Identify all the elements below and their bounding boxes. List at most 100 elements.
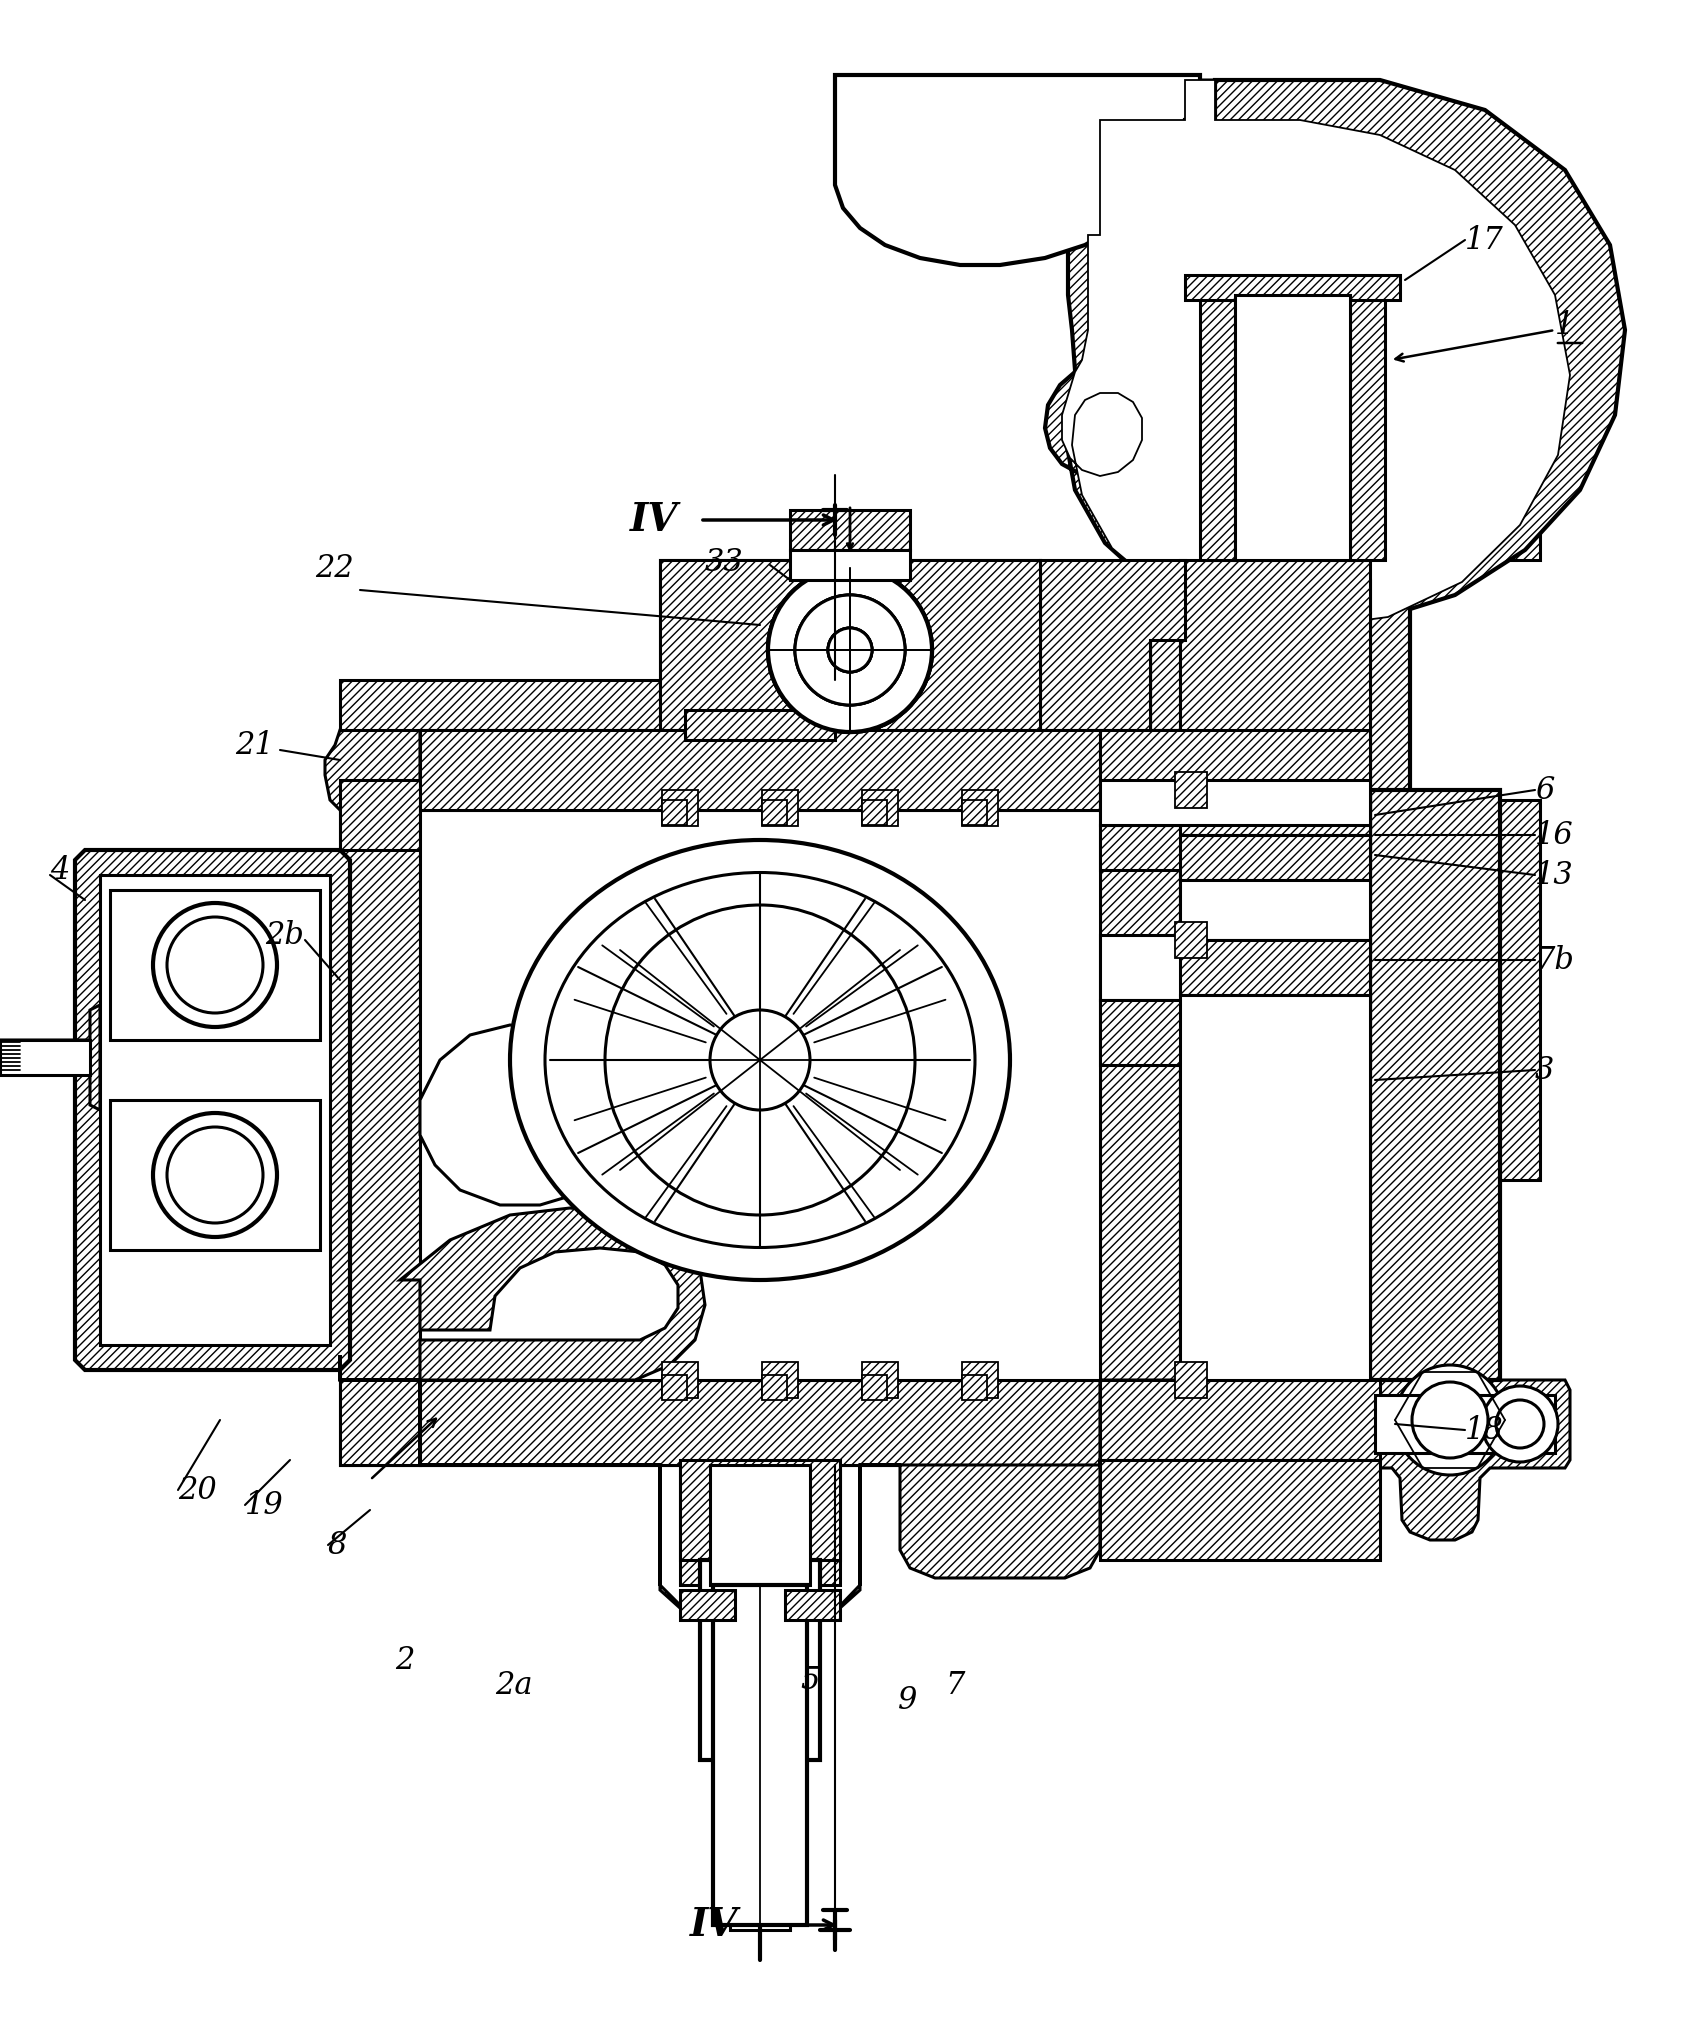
Polygon shape — [662, 1376, 686, 1400]
Polygon shape — [101, 875, 329, 1345]
Polygon shape — [1099, 729, 1180, 1465]
Polygon shape — [340, 1380, 1180, 1465]
Polygon shape — [1099, 1380, 1379, 1461]
Text: 9: 9 — [898, 1684, 917, 1716]
Polygon shape — [700, 1560, 819, 1761]
Polygon shape — [731, 1761, 790, 1931]
Polygon shape — [1376, 1396, 1555, 1453]
Polygon shape — [0, 1039, 90, 1076]
Text: 1: 1 — [1555, 310, 1574, 340]
Polygon shape — [420, 810, 1099, 1380]
Ellipse shape — [545, 873, 975, 1248]
Polygon shape — [662, 1361, 698, 1398]
Text: 17: 17 — [1465, 225, 1504, 255]
Circle shape — [167, 918, 263, 1013]
Circle shape — [768, 567, 932, 731]
Circle shape — [1495, 1400, 1545, 1449]
Polygon shape — [679, 1590, 736, 1621]
Polygon shape — [1371, 790, 1500, 1380]
Polygon shape — [862, 790, 898, 827]
Polygon shape — [835, 75, 1200, 265]
Polygon shape — [420, 1025, 625, 1205]
Polygon shape — [324, 729, 420, 810]
Circle shape — [768, 567, 932, 731]
Polygon shape — [1099, 825, 1371, 869]
Polygon shape — [1180, 559, 1371, 790]
Text: IV: IV — [690, 1906, 737, 1945]
Polygon shape — [679, 1465, 840, 1584]
Polygon shape — [1384, 800, 1540, 1179]
Polygon shape — [1174, 772, 1207, 808]
Polygon shape — [1099, 729, 1371, 810]
Polygon shape — [862, 1376, 888, 1400]
Polygon shape — [1152, 138, 1459, 448]
Text: 2a: 2a — [495, 1669, 533, 1700]
Polygon shape — [785, 1590, 840, 1621]
Text: 16: 16 — [1535, 819, 1574, 851]
Circle shape — [154, 1112, 277, 1238]
Polygon shape — [661, 559, 1040, 729]
Circle shape — [1482, 1386, 1558, 1463]
Circle shape — [828, 628, 872, 673]
Polygon shape — [790, 511, 910, 549]
Text: IV: IV — [630, 500, 678, 539]
Polygon shape — [761, 1361, 797, 1398]
Polygon shape — [963, 1376, 987, 1400]
Circle shape — [795, 596, 905, 705]
Polygon shape — [714, 1584, 807, 1925]
Polygon shape — [761, 1376, 787, 1400]
Polygon shape — [340, 729, 1180, 810]
Polygon shape — [1234, 296, 1350, 559]
Polygon shape — [1040, 559, 1185, 729]
Polygon shape — [862, 1361, 898, 1398]
Polygon shape — [1180, 879, 1371, 940]
Polygon shape — [1200, 296, 1234, 559]
Polygon shape — [0, 1005, 101, 1110]
Text: 22: 22 — [316, 553, 353, 583]
Polygon shape — [1180, 579, 1371, 1420]
Polygon shape — [679, 1461, 840, 1560]
Polygon shape — [420, 729, 1099, 810]
Polygon shape — [710, 1465, 811, 1584]
Polygon shape — [1180, 940, 1371, 995]
Circle shape — [768, 567, 932, 731]
Text: 19: 19 — [246, 1489, 283, 1520]
Polygon shape — [1350, 296, 1384, 559]
Polygon shape — [399, 1207, 705, 1380]
Polygon shape — [420, 1380, 1099, 1465]
Polygon shape — [109, 1100, 319, 1250]
Circle shape — [604, 906, 915, 1216]
Circle shape — [1412, 1382, 1489, 1459]
Text: 13: 13 — [1535, 859, 1574, 891]
Circle shape — [828, 628, 872, 673]
Polygon shape — [963, 1361, 999, 1398]
Text: 3: 3 — [1535, 1054, 1555, 1086]
Polygon shape — [963, 800, 987, 825]
Polygon shape — [1099, 1001, 1371, 1066]
Polygon shape — [1180, 835, 1371, 879]
Polygon shape — [1099, 780, 1371, 825]
Polygon shape — [1180, 995, 1371, 1380]
Polygon shape — [1099, 1461, 1379, 1560]
Circle shape — [795, 596, 905, 705]
Text: 5: 5 — [801, 1665, 819, 1696]
Polygon shape — [340, 681, 1099, 729]
Polygon shape — [761, 790, 797, 827]
Text: 8: 8 — [328, 1530, 348, 1560]
Polygon shape — [75, 851, 350, 1370]
Text: 20: 20 — [178, 1475, 217, 1505]
Text: 6: 6 — [1535, 774, 1555, 806]
Polygon shape — [1360, 1380, 1570, 1540]
Polygon shape — [1045, 79, 1625, 630]
Text: 4: 4 — [50, 855, 70, 885]
Text: 7b: 7b — [1535, 944, 1574, 975]
Polygon shape — [1180, 800, 1371, 855]
Polygon shape — [340, 1355, 1180, 1611]
Circle shape — [828, 628, 872, 673]
Circle shape — [795, 596, 905, 705]
Polygon shape — [862, 800, 888, 825]
Text: 7: 7 — [946, 1669, 964, 1700]
Polygon shape — [109, 889, 319, 1039]
Polygon shape — [963, 790, 999, 827]
Polygon shape — [340, 780, 420, 851]
